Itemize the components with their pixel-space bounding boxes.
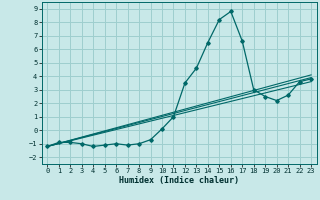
X-axis label: Humidex (Indice chaleur): Humidex (Indice chaleur)	[119, 176, 239, 185]
